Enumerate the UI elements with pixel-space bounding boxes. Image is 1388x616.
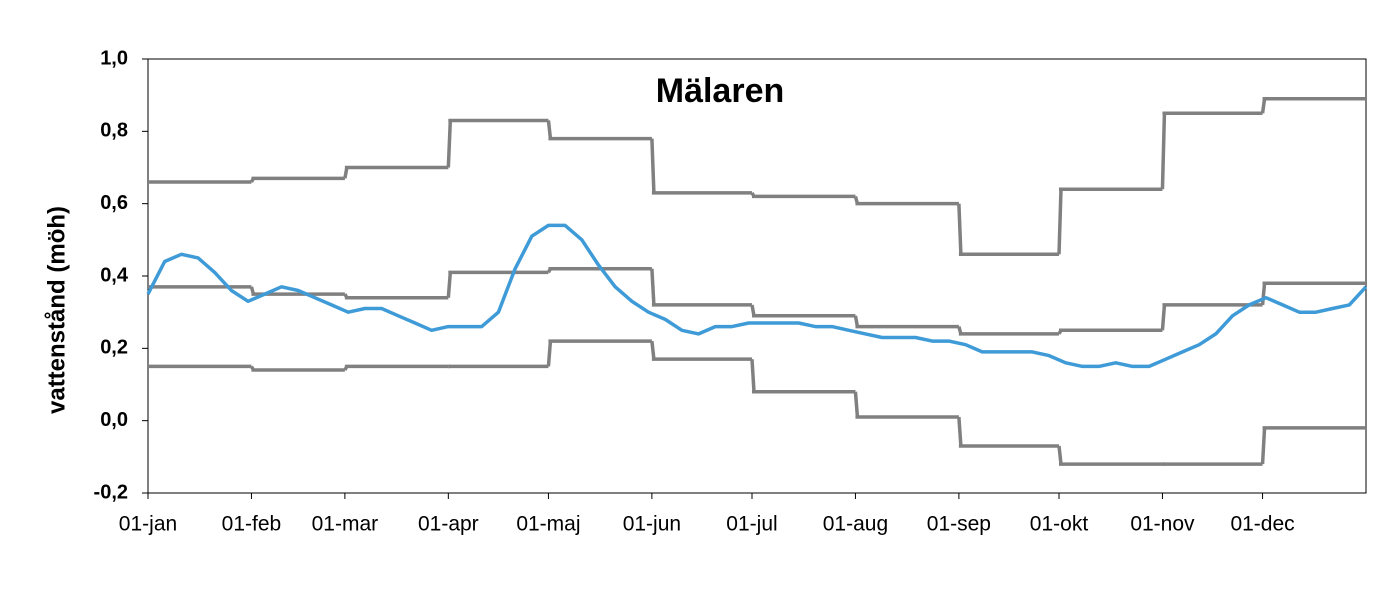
data-line — [146, 223, 1368, 369]
step-connector — [853, 315, 860, 327]
x-tick-label: 01-jan — [119, 513, 177, 536]
x-tick-label: 01-aug — [823, 513, 888, 536]
step-connector — [343, 167, 349, 179]
y-axis-label: vattenstånd (möh) — [43, 206, 70, 414]
step-connector — [1057, 189, 1063, 255]
step-connector — [650, 340, 656, 360]
x-tick-label: 01-okt — [1030, 513, 1089, 536]
y-tick-label: 0,4 — [100, 264, 129, 286]
y-tick-label: 0,6 — [100, 192, 128, 214]
chart-title: Mälaren — [656, 72, 785, 110]
y-tick-label: -0,2 — [94, 481, 128, 503]
y-tick-label: 0,0 — [100, 409, 128, 431]
x-tick-label: 01-apr — [418, 513, 479, 536]
step-connector — [750, 304, 756, 317]
step-connector — [546, 120, 553, 139]
x-tick-label: 01-mar — [312, 513, 379, 536]
step-connector — [1057, 445, 1063, 465]
step-connector — [446, 272, 453, 298]
step-connector — [853, 391, 860, 418]
plot-frame — [147, 58, 1367, 494]
x-tick-label: 01-dec — [1230, 513, 1294, 536]
step-connector — [1260, 283, 1267, 306]
step-connector — [446, 120, 453, 168]
x-tick-label: 01-feb — [222, 513, 282, 536]
step-connector — [1160, 113, 1167, 190]
x-tick-label: 01-sep — [927, 513, 991, 536]
x-tick-label: 01-jun — [623, 513, 681, 536]
step-connector — [1160, 304, 1167, 331]
y-tick-label: 1,0 — [100, 47, 128, 69]
step-connector — [750, 359, 756, 392]
y-tick-label: 0,8 — [100, 120, 128, 142]
step-connector — [650, 268, 656, 306]
step-connector — [650, 138, 656, 193]
step-connector — [1260, 98, 1267, 114]
step-connector — [957, 416, 963, 447]
x-tick-label: 01-jul — [726, 513, 777, 536]
y-tick-label: 0,2 — [100, 337, 128, 359]
step-connector — [957, 203, 963, 255]
x-tick-label: 01-nov — [1130, 513, 1195, 536]
step-connector — [546, 340, 553, 367]
step-connector — [1260, 427, 1267, 465]
x-tick-label: 01-maj — [516, 513, 580, 536]
